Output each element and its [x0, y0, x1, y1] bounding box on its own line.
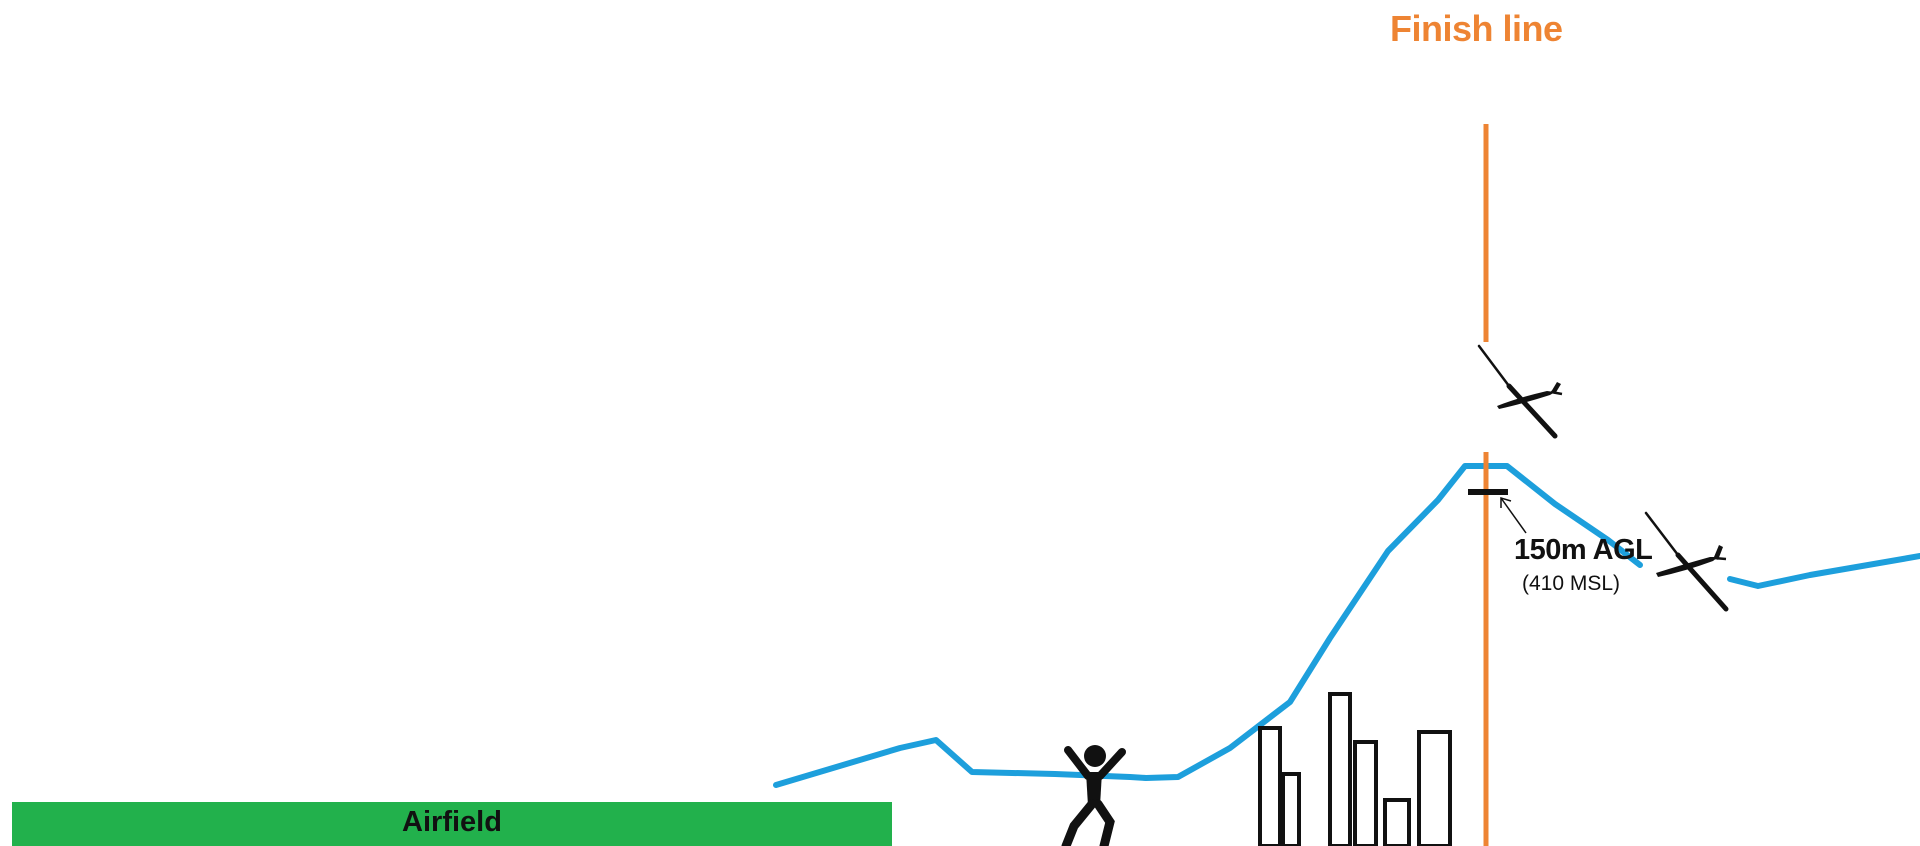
- buildings-icon: [1258, 692, 1452, 846]
- terrain-profile-line: [773, 463, 1643, 788]
- terrain-profile-line-east: [1727, 553, 1920, 589]
- glider-icon: [1477, 344, 1563, 439]
- glider-icon: [1644, 511, 1729, 612]
- finish-line-label: Finish line: [1390, 8, 1563, 49]
- airfield-strip: Airfield: [12, 802, 892, 846]
- airfield-label: Airfield: [402, 806, 502, 838]
- arrow-icon: [1500, 496, 1527, 534]
- person-jumping-icon: [1061, 745, 1126, 846]
- msl-height-label: (410 MSL): [1522, 572, 1621, 595]
- agl-height-label: 150m AGL: [1514, 534, 1653, 566]
